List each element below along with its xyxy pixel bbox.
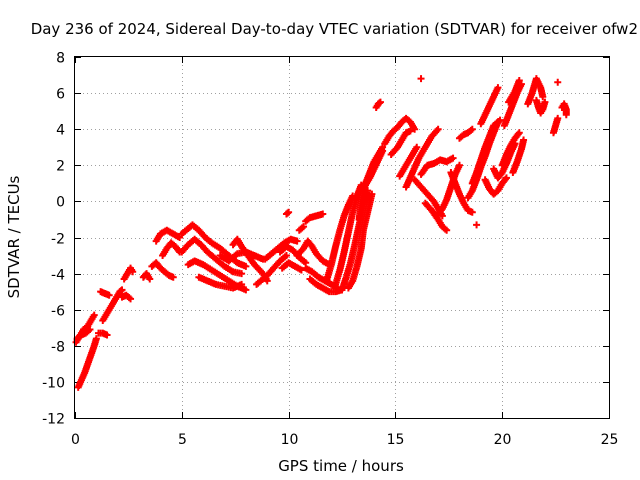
data-point — [539, 93, 547, 101]
data-point — [105, 291, 113, 299]
data-point — [238, 270, 246, 278]
data-point — [169, 273, 177, 281]
data-point — [86, 326, 94, 334]
y-tick-label: 4 — [56, 123, 65, 139]
x-tick-label: 0 — [71, 432, 80, 448]
data-point — [242, 262, 250, 270]
data-point — [90, 311, 98, 319]
data-point — [368, 190, 376, 198]
data-point — [129, 268, 137, 276]
y-axis-ticks: -12 -10 -8 -6 -4 -2 0 2 4 6 8 — [42, 51, 609, 428]
data-point — [449, 154, 457, 162]
data-point — [541, 98, 549, 106]
data-point — [520, 136, 528, 144]
data-point — [300, 223, 308, 231]
x-tick-label: 5 — [178, 432, 187, 448]
y-tick-label: 2 — [56, 159, 65, 175]
data-point — [515, 129, 523, 137]
data-point — [379, 147, 387, 155]
data-point — [103, 331, 111, 339]
y-tick-label: -2 — [51, 232, 65, 248]
data-point — [468, 208, 476, 216]
y-tick-label: -6 — [51, 304, 65, 320]
data-point — [496, 116, 504, 124]
data-point — [417, 75, 425, 83]
y-tick-label: -4 — [51, 268, 65, 284]
data-point — [238, 280, 246, 288]
y-axis-label: SDTVAR / TECUs — [5, 175, 23, 298]
y-tick-label: -12 — [42, 412, 65, 428]
data-point — [285, 208, 293, 216]
data-point — [494, 84, 502, 92]
data-point — [515, 76, 523, 84]
data-point — [242, 286, 250, 294]
y-tick-label: -10 — [42, 376, 65, 392]
y-tick-label: -8 — [51, 340, 65, 356]
data-point — [434, 125, 442, 133]
data-point — [319, 210, 327, 218]
x-tick-label: 15 — [387, 432, 405, 448]
data-point — [554, 78, 562, 86]
data-point — [92, 335, 100, 343]
x-axis-label: GPS time / hours — [278, 457, 404, 475]
data-point — [502, 174, 510, 182]
data-point — [468, 125, 476, 133]
data-point — [293, 237, 301, 245]
x-tick-label: 25 — [601, 432, 619, 448]
data-point — [376, 98, 384, 106]
data-point — [297, 266, 305, 274]
data-point — [455, 161, 463, 169]
data-point — [554, 114, 562, 122]
data-point — [406, 127, 414, 135]
data-point — [176, 234, 184, 241]
data-point — [562, 111, 570, 119]
data-point — [413, 143, 421, 151]
data-point — [118, 286, 126, 294]
data-point — [146, 275, 154, 283]
y-tick-label: 6 — [56, 87, 65, 103]
x-tick-label: 10 — [281, 432, 299, 448]
data-point — [127, 295, 135, 303]
plot-frame — [74, 56, 610, 419]
data-point — [443, 226, 451, 234]
data-point — [473, 221, 481, 229]
y-tick-label: 0 — [56, 195, 65, 211]
data-point — [282, 252, 290, 260]
y-tick-label: 8 — [56, 51, 65, 67]
x-tick-label: 20 — [494, 432, 512, 448]
data-point — [411, 125, 419, 133]
data-points — [72, 75, 570, 391]
chart-title: Day 236 of 2024, Sidereal Day-to-day VTE… — [31, 20, 638, 38]
